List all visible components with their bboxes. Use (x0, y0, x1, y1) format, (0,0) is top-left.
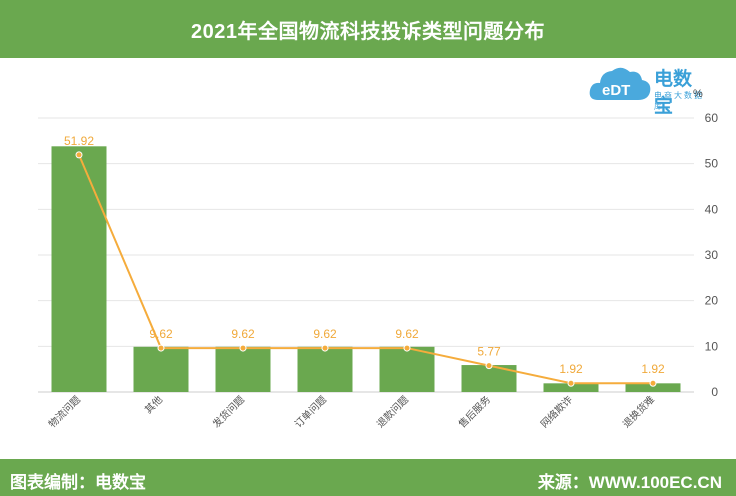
y-tick-label: 0 (711, 385, 718, 399)
y-tick-label: 50 (705, 157, 719, 171)
bar (297, 346, 353, 392)
bar (133, 346, 189, 392)
footer-source: 来源：WWW.100EC.CN (537, 473, 722, 492)
x-tick-label: 退款问题 (374, 393, 411, 430)
data-label: 9.62 (149, 327, 173, 341)
line-point (403, 344, 411, 352)
logo-subtitle: 电商大数据库 (654, 91, 704, 111)
line-point (157, 344, 165, 352)
series-line (78, 154, 653, 385)
footer-bar: 图表编制：电数宝 来源：WWW.100EC.CN (0, 459, 736, 496)
footer-credit: 图表编制：电数宝 (10, 473, 146, 492)
data-label: 9.62 (231, 327, 255, 341)
x-tick-label: 发货问题 (210, 393, 247, 430)
line-point (321, 344, 329, 352)
chart-plot: 60 50 40 30 20 10 0 物流问题 其他 发货问题 订单问题 退款问题 售后服务 网络欺诈 退… (38, 111, 719, 430)
data-label: 1.92 (641, 362, 665, 376)
x-tick-label: 退换货难 (620, 393, 657, 430)
bar (543, 383, 599, 392)
chart-title: 2021年全国物流科技投诉类型问题分布 (191, 20, 545, 43)
logo: eDT 电数宝 电商大数据库 (588, 62, 708, 117)
data-label: 5.77 (477, 345, 501, 359)
line-point (649, 379, 657, 387)
bar (51, 146, 107, 392)
bar (625, 383, 681, 392)
x-tick-label: 其他 (142, 393, 165, 416)
x-tick-label: 订单问题 (292, 393, 329, 430)
bar (379, 346, 435, 392)
cloud-logo-icon: eDT (589, 67, 651, 100)
data-label: 1.92 (559, 362, 583, 376)
y-tick-label: 60 (705, 111, 719, 125)
data-label: 9.62 (395, 327, 419, 341)
chart-title-bar: 2021年全国物流科技投诉类型问题分布 (0, 0, 736, 58)
y-axis-unit: % (693, 88, 703, 100)
y-tick-label: 40 (705, 202, 719, 216)
x-tick-label: 网络欺诈 (538, 393, 575, 430)
y-tick-label: 20 (705, 294, 719, 308)
line-point (567, 379, 575, 387)
x-tick-label: 物流问题 (46, 393, 83, 430)
data-label: 9.62 (313, 327, 337, 341)
logo-mark: eDT (602, 82, 630, 99)
y-tick-label: 30 (705, 248, 719, 262)
line-point (239, 344, 247, 352)
line-point (485, 362, 493, 370)
y-tick-label: 10 (705, 339, 719, 353)
data-label: 51.92 (64, 134, 94, 148)
line-point (75, 151, 83, 159)
x-tick-label: 售后服务 (456, 393, 493, 430)
bar (215, 346, 271, 392)
logo-brand: 电数宝 (654, 69, 693, 117)
